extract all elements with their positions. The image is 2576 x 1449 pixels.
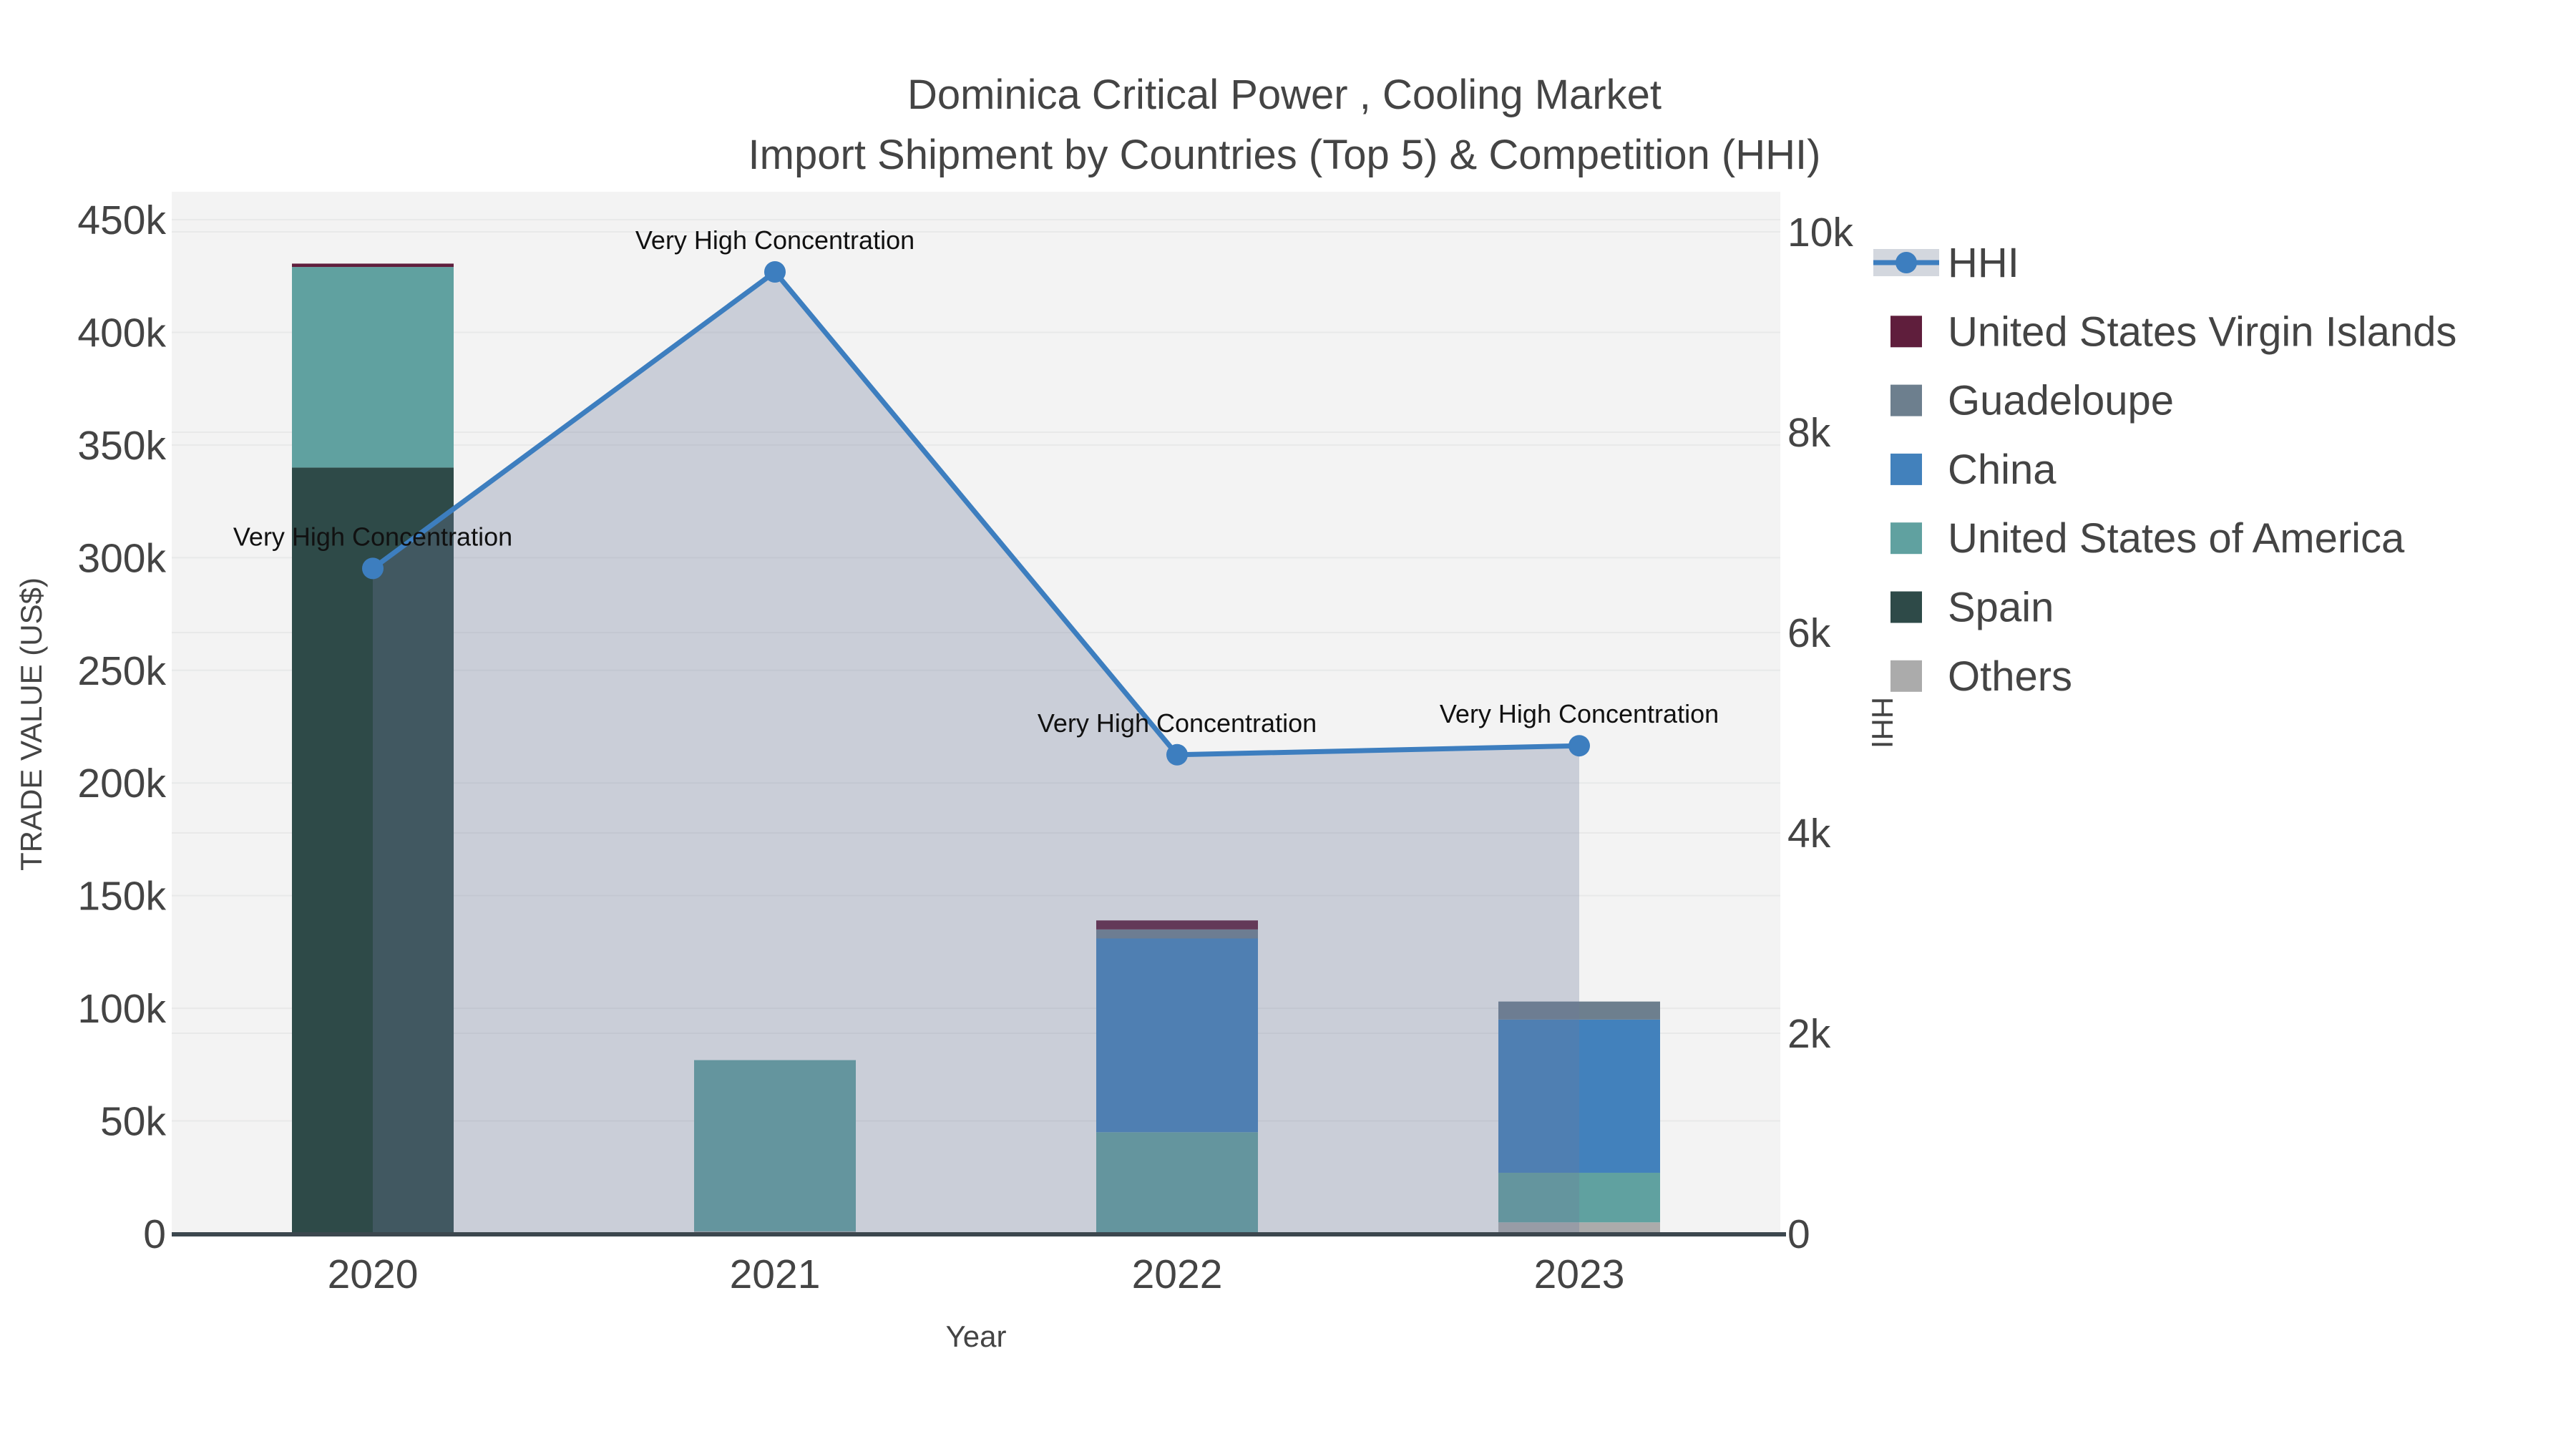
x-tick-label-2022: 2022 (1132, 1252, 1223, 1297)
y2-tick-label: 0 (1787, 1211, 1810, 1257)
legend-label: Spain (1948, 585, 2054, 631)
bar-segment-united-states-of-america-2023[interactable] (1498, 1172, 1660, 1223)
y-tick-label: 300k (77, 535, 166, 581)
x-axis-title: Year (946, 1319, 1007, 1353)
legend-label: HHI (1948, 240, 2019, 286)
y-tick-label: 250k (77, 648, 166, 694)
annotation-2023: Very High Concentration (1440, 699, 1719, 728)
hhi-marker-2023[interactable] (1568, 735, 1590, 757)
bar-segment-united-states-virgin-islands-2020[interactable] (292, 263, 454, 268)
x-tick-label-2020: 2020 (328, 1252, 419, 1297)
bar-segment-united-states-of-america-2022[interactable] (1096, 1132, 1258, 1234)
bar-segment-united-states-of-america-2020[interactable] (292, 267, 454, 468)
legend-item-united-states-of-america[interactable]: United States of America (1890, 515, 2405, 562)
legend-swatch (1890, 316, 1922, 348)
y2-tick-label: 4k (1787, 811, 1831, 857)
legend-swatch (1890, 453, 1922, 485)
legend-label: United States of America (1948, 515, 2405, 562)
y-tick-label: 0 (143, 1211, 166, 1257)
legend-item-guadeloupe[interactable]: Guadeloupe (1890, 378, 2174, 424)
annotation-2021: Very High Concentration (635, 225, 914, 255)
y-tick-label: 100k (77, 986, 166, 1032)
bar-segment-china-2023[interactable] (1498, 1019, 1660, 1173)
y2-axis-title: HHI (1865, 697, 1899, 748)
y-tick-label: 450k (77, 197, 166, 243)
hhi-marker-2022[interactable] (1166, 743, 1188, 766)
x-tick-label-2023: 2023 (1534, 1252, 1625, 1297)
hhi-marker-2021[interactable] (764, 261, 786, 283)
legend-swatch (1890, 591, 1922, 623)
legend-swatch (1890, 522, 1922, 555)
annotation-2022: Very High Concentration (1038, 708, 1317, 738)
y-tick-label: 400k (77, 310, 166, 356)
y2-tick-label: 2k (1787, 1011, 1831, 1057)
bar-segment-china-2022[interactable] (1096, 938, 1258, 1133)
legend-label: United States Virgin Islands (1948, 308, 2457, 355)
y-tick-label: 200k (77, 761, 166, 806)
y2-tick-label: 10k (1787, 210, 1853, 255)
legend-hhi-marker-sample (1896, 252, 1917, 273)
legend-label: China (1948, 447, 2057, 493)
bar-segment-guadeloupe-2023[interactable] (1498, 1001, 1660, 1020)
x-tick-label-2021: 2021 (730, 1252, 821, 1297)
bar-segment-united-states-of-america-2021[interactable] (694, 1060, 856, 1231)
hhi-marker-2020[interactable] (362, 557, 384, 580)
chart-title-line1: Dominica Critical Power , Cooling Market (907, 72, 1662, 118)
bar-segment-united-states-virgin-islands-2022[interactable] (1096, 920, 1258, 930)
legend-label: Guadeloupe (1948, 378, 2174, 424)
bar-segment-guadeloupe-2022[interactable] (1096, 929, 1258, 939)
hhi-line[interactable] (371, 268, 1580, 758)
legend-swatch (1890, 660, 1922, 692)
y-tick-label: 50k (100, 1099, 166, 1145)
y2-tick-label: 6k (1787, 610, 1831, 656)
legend-item-united-states-virgin-islands[interactable]: United States Virgin Islands (1890, 308, 2457, 355)
legend-item-hhi[interactable]: HHI (1873, 240, 2019, 286)
legend-item-china[interactable]: China (1890, 447, 2057, 493)
y-tick-label: 350k (77, 423, 166, 469)
bar-segment-others-2023[interactable] (1498, 1222, 1660, 1234)
bar-segment-spain-2020[interactable] (292, 467, 454, 1234)
legend-item-others[interactable]: Others (1890, 653, 2072, 700)
x-axis-line (172, 1232, 1786, 1236)
chart-title-line2: Import Shipment by Countries (Top 5) & C… (748, 132, 1821, 178)
hhi-area-fill (373, 272, 1579, 1234)
legend-item-spain[interactable]: Spain (1890, 585, 2054, 631)
annotation-2020: Very High Concentration (233, 522, 512, 551)
y-axis-title: TRADE VALUE (US$) (14, 577, 48, 871)
legend-swatch (1890, 384, 1922, 416)
y-tick-label: 150k (77, 874, 166, 919)
legend-label: Others (1948, 653, 2072, 700)
y2-tick-label: 8k (1787, 410, 1831, 456)
